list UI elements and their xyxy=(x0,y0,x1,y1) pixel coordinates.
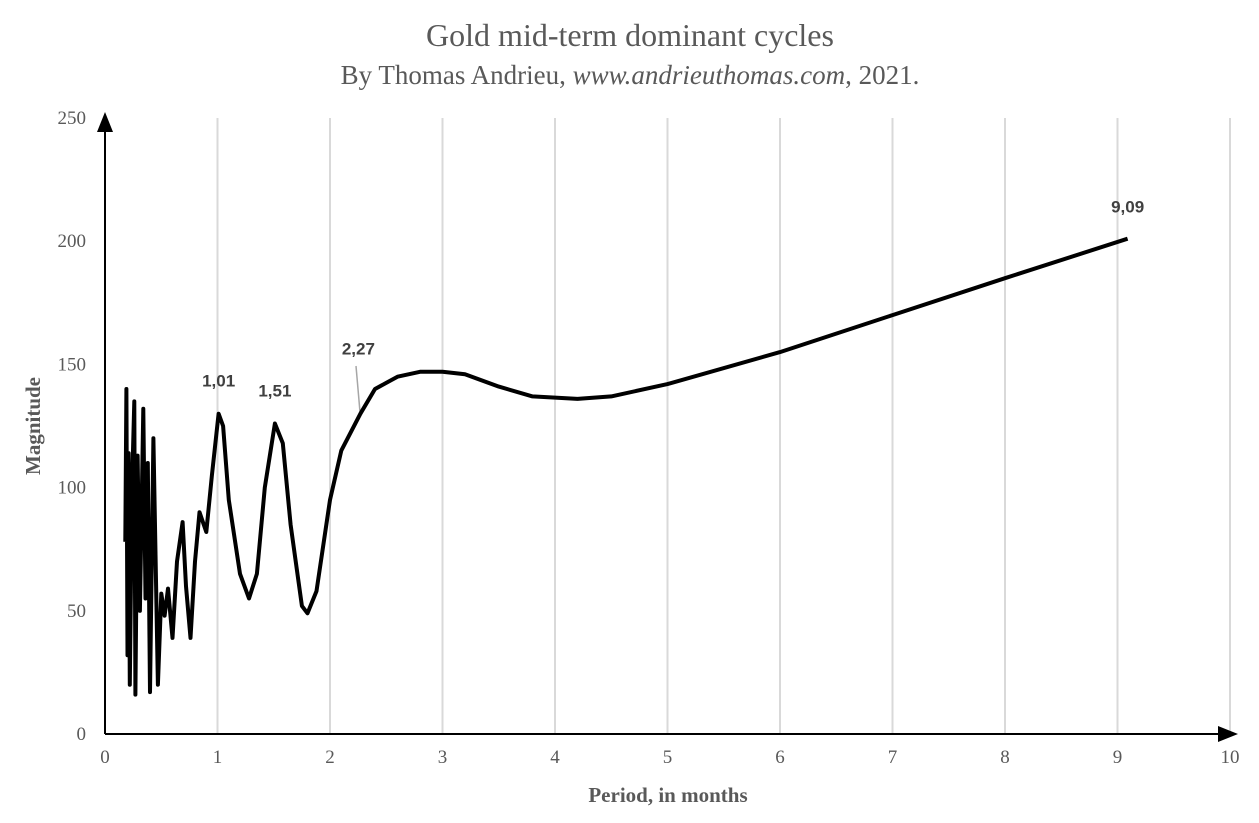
x-tick-label: 2 xyxy=(325,747,335,768)
data-label: 9,09 xyxy=(1111,198,1144,217)
x-tick-label: 7 xyxy=(888,747,898,768)
x-tick-label: 3 xyxy=(438,747,448,768)
y-axis-label: Magnitude xyxy=(21,377,45,475)
x-tick-label: 1 xyxy=(213,747,223,768)
subtitle-text: , 2021. xyxy=(845,60,919,90)
chart-title: Gold mid-term dominant cycles xyxy=(426,17,834,53)
y-tick-label: 200 xyxy=(58,231,87,252)
y-tick-label: 50 xyxy=(67,601,86,622)
x-tick-label: 10 xyxy=(1221,747,1240,768)
subtitle-url: www.andrieuthomas.com xyxy=(573,60,846,90)
data-label: 2,27 xyxy=(342,340,375,359)
x-tick-label: 9 xyxy=(1113,747,1123,768)
y-tick-label: 0 xyxy=(77,724,87,745)
x-tick-label: 8 xyxy=(1000,747,1010,768)
data-label: 1,01 xyxy=(202,372,235,391)
x-axis-label: Period, in months xyxy=(588,783,747,807)
series-line xyxy=(123,236,1129,697)
chart-subtitle: By Thomas Andrieu, www.andrieuthomas.com… xyxy=(341,60,920,90)
subtitle-text: By Thomas Andrieu, xyxy=(341,60,573,90)
y-tick-label: 250 xyxy=(58,108,87,129)
x-tick-label: 5 xyxy=(663,747,673,768)
y-tick-label: 100 xyxy=(58,478,87,499)
x-tick-label: 4 xyxy=(550,747,560,768)
y-tick-label: 150 xyxy=(58,354,87,375)
leader-line xyxy=(355,365,361,413)
x-tick-label: 6 xyxy=(775,747,785,768)
x-tick-label: 0 xyxy=(100,747,110,768)
data-label: 1,51 xyxy=(258,382,291,401)
